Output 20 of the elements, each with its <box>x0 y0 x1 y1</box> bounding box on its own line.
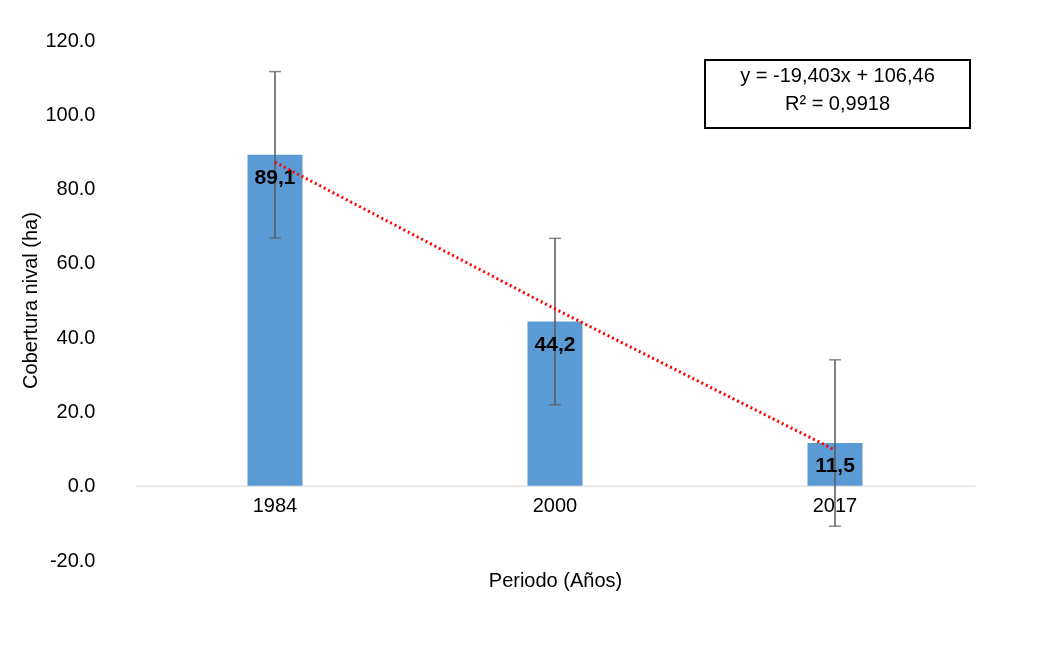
data-label: 89,1 <box>254 164 296 188</box>
y-tick-label: 100.0 <box>45 102 96 125</box>
bar <box>527 321 583 486</box>
x-tick-label: 2017 <box>812 494 858 517</box>
y-tick-label: 120.0 <box>45 28 96 51</box>
y-axis-title: Cobertura nival (ha) <box>19 212 42 389</box>
x-axis-title: Periodo (Años) <box>488 568 623 591</box>
bar <box>247 154 303 486</box>
y-tick-label: -20.0 <box>49 548 96 571</box>
y-tick-label: 60.0 <box>56 251 96 274</box>
annotation: y = -19,403x + 106,46 <box>740 64 935 86</box>
data-label: 11,5 <box>815 453 856 476</box>
annotation: R² = 0,9918 <box>784 92 891 114</box>
y-tick-label: 20.0 <box>56 399 96 422</box>
x-tick-label: 2000 <box>532 494 578 517</box>
data-label: 44,2 <box>534 331 576 355</box>
y-tick-label: 0.0 <box>67 474 96 497</box>
x-tick-label: 1984 <box>252 494 298 517</box>
y-tick-label: 80.0 <box>56 177 96 200</box>
y-tick-label: 40.0 <box>56 325 96 348</box>
